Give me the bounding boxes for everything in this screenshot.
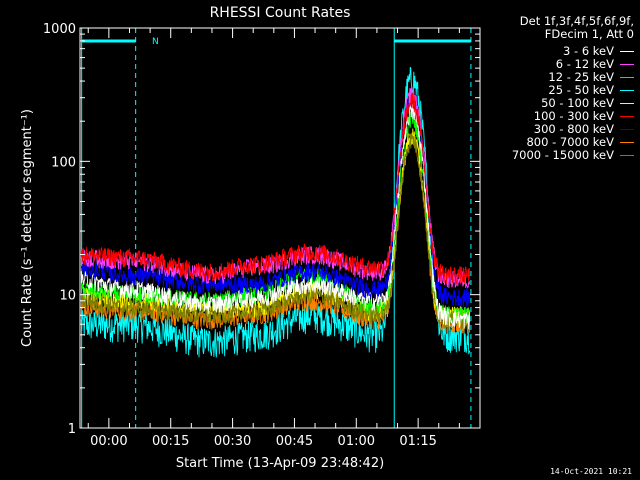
series-line — [80, 66, 471, 358]
y-tick-label: 100 — [51, 155, 76, 170]
y-tick-label: 1000 — [43, 22, 76, 37]
y-tick-label: 1 — [68, 422, 76, 437]
x-tick-label: 00:45 — [276, 434, 313, 449]
legend-swatch — [620, 103, 634, 104]
legend-swatch — [620, 116, 634, 117]
legend-entry: 25 - 50 keV — [548, 84, 634, 97]
plot-frame — [79, 27, 481, 429]
legend-entry: 300 - 800 keV — [534, 123, 634, 136]
x-tick-label: 01:00 — [338, 434, 375, 449]
legend-swatch — [620, 90, 634, 91]
x-axis-label: Start Time (13-Apr-09 23:48:42) — [176, 456, 384, 471]
legend-entry: 50 - 100 keV — [541, 97, 634, 110]
series-line — [80, 132, 471, 330]
legend-header-line-2: FDecim 1, Att 0 — [544, 27, 634, 41]
legend-swatch — [620, 155, 634, 156]
legend-entry: 6 - 12 keV — [556, 58, 634, 71]
legend-label: 3 - 6 keV — [563, 44, 614, 58]
y-tick-label: 10 — [59, 289, 76, 304]
legend-entry: 12 - 25 keV — [548, 71, 634, 84]
legend-swatch — [620, 64, 634, 65]
legend-entry: 100 - 300 keV — [534, 110, 634, 123]
legend-swatch — [620, 51, 634, 52]
legend-header-line-1: Det 1f,3f,4f,5f,6f,9f, — [519, 14, 634, 28]
legend-label: 800 - 7000 keV — [526, 135, 614, 149]
legend-label: 300 - 800 keV — [533, 122, 614, 136]
series-line — [80, 92, 471, 285]
series-line — [80, 103, 471, 330]
legend-label: 100 - 300 keV — [533, 109, 614, 123]
legend-label: 6 - 12 keV — [555, 57, 614, 71]
legend-entry: 800 - 7000 keV — [526, 136, 634, 149]
x-tick-label: 00:30 — [214, 434, 251, 449]
legend-entry: 3 - 6 keV — [563, 45, 634, 58]
legend-entry: 7000 - 15000 keV — [512, 149, 634, 162]
x-tick-label: 01:15 — [399, 434, 436, 449]
legend-swatch — [620, 129, 634, 130]
legend-label: 7000 - 15000 keV — [511, 148, 614, 162]
legend-label: 50 - 100 keV — [541, 96, 614, 110]
legend-swatch — [620, 142, 634, 143]
legend-swatch — [620, 77, 634, 78]
timestamp: 14-Oct-2021 10:21 — [550, 467, 632, 476]
legend-label: 12 - 25 keV — [548, 70, 614, 84]
chart-title: RHESSI Count Rates — [210, 5, 351, 21]
legend-label: 25 - 50 keV — [548, 83, 614, 97]
x-tick-label: 00:15 — [152, 434, 189, 449]
annotation-n: N — [152, 37, 159, 47]
x-tick-label: 00:00 — [90, 434, 127, 449]
y-axis-label: Count Rate (s⁻¹ detector segment⁻¹) — [20, 109, 35, 347]
